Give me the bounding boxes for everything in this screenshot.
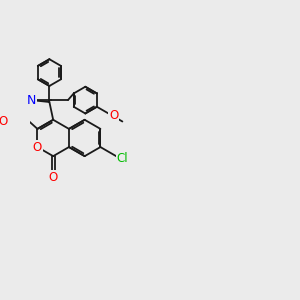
Text: Cl: Cl bbox=[117, 152, 128, 165]
Text: O: O bbox=[49, 171, 58, 184]
Text: O: O bbox=[0, 115, 8, 128]
Text: N: N bbox=[27, 94, 36, 106]
Text: O: O bbox=[33, 141, 42, 154]
Text: O: O bbox=[109, 109, 119, 122]
